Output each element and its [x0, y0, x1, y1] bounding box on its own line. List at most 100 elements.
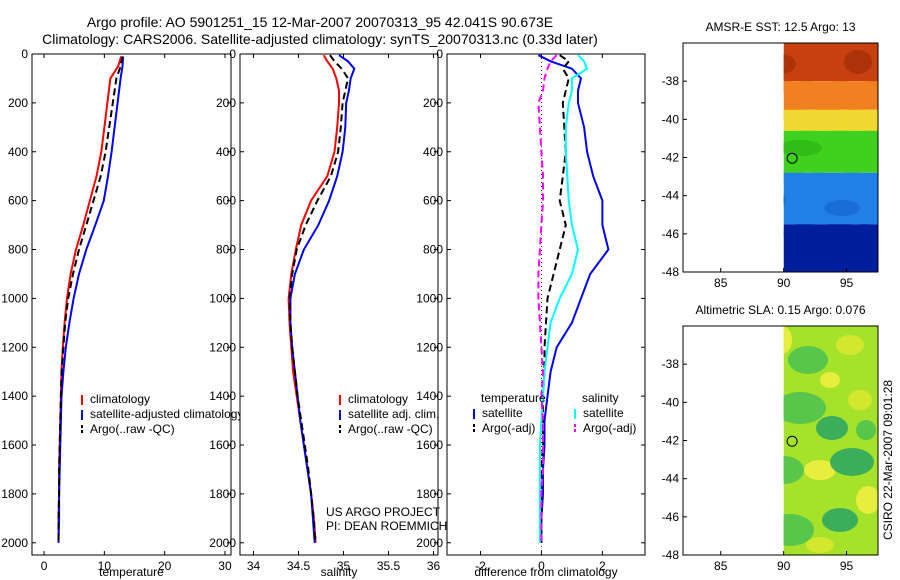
difference-ytick-label: 600 — [423, 194, 443, 208]
salinity-ytick-label: 2000 — [209, 536, 236, 550]
sst-xtick-label: 85 — [714, 276, 728, 290]
temperature-ytick-label: 1400 — [1, 389, 28, 403]
salinity-legend-label: Argo(..raw -QC) — [348, 422, 433, 436]
sla-ytick-label: -46 — [662, 510, 680, 524]
sla-ytick-label: -40 — [662, 395, 680, 409]
credit-stamp: CSIRO 22-Mar-2007 09:01:28 — [881, 379, 895, 541]
salinity-ytick-label: 200 — [216, 96, 236, 110]
difference-legend-header: salinity — [582, 391, 619, 405]
temperature-ytick-label: 0 — [21, 47, 28, 61]
sla-xtick-label: 95 — [840, 559, 854, 573]
difference-legend-label: satellite — [482, 406, 523, 420]
sla-blob — [830, 448, 874, 476]
sla-xtick-label: 85 — [714, 559, 728, 573]
sst-ytick-label: -42 — [662, 151, 680, 165]
temperature-ytick-label: 1200 — [1, 340, 28, 354]
difference-ytick-label: 1800 — [416, 487, 443, 501]
salinity-xtick-label: 35 — [337, 559, 351, 573]
sla-xtick-label: 90 — [777, 559, 791, 573]
temperature-legend-label: satellite-adjusted climatology — [90, 407, 243, 421]
salinity-xlabel: salinity — [321, 565, 358, 579]
temperature-ytick-label: 600 — [8, 194, 28, 208]
temperature-ytick-label: 1000 — [1, 291, 28, 305]
temperature-ytick-label: 1600 — [1, 438, 28, 452]
salinity-ytick-label: 1400 — [209, 389, 236, 403]
sla-blob — [848, 390, 872, 410]
difference-ytick-label: 200 — [423, 96, 443, 110]
salinity-ytick-label: 0 — [229, 47, 236, 61]
sla-data-layer — [783, 326, 878, 555]
sla-map-title: Altimetric SLA: 0.15 Argo: 0.076 — [695, 303, 865, 317]
sst-ytick-label: -38 — [662, 74, 680, 88]
temperature-panel: 0 200 400 600 800 1000 1200 1400 1600 1800 2000 0 10… — [1, 47, 243, 579]
temperature-ytick-label: 400 — [8, 145, 28, 159]
difference-series-2 — [538, 54, 589, 543]
sla-blob — [836, 335, 864, 355]
sst-ytick-label: -44 — [662, 189, 680, 203]
sst-ytick-label: -46 — [662, 227, 680, 241]
sst-argo-marker — [786, 152, 798, 164]
difference-series-0 — [537, 54, 610, 543]
sst-xtick-label: 90 — [777, 276, 791, 290]
temperature-legend-label: climatology — [90, 392, 150, 406]
salinity-axes-box — [239, 53, 439, 556]
sst-patch — [844, 50, 872, 74]
difference-xlabel: difference from climatology — [474, 565, 617, 579]
salinity-legend-label: climatology — [348, 392, 408, 406]
salinity-xtick-label: 34 — [247, 559, 261, 573]
salinity-ytick-label: 1000 — [209, 291, 236, 305]
difference-ytick-label: 2000 — [416, 536, 443, 550]
sst-ytick-label: -48 — [662, 265, 680, 279]
temperature-ytick-label: 800 — [8, 243, 28, 257]
difference-ytick-label: 800 — [423, 243, 443, 257]
temperature-legend-label: Argo(..raw -QC) — [90, 422, 175, 436]
temperature-xtick-label: 10 — [98, 559, 112, 573]
sla-blob — [783, 326, 792, 354]
salinity-series-2 — [288, 54, 350, 543]
sst-map-title: AMSR-E SST: 12.5 Argo: 13 — [705, 20, 855, 34]
sst-band-edge — [783, 265, 878, 272]
difference-legend-label: satellite — [583, 406, 624, 420]
difference-ytick-label: 0 — [436, 47, 443, 61]
salinity-xtick-label: 34.5 — [287, 559, 311, 573]
salinity-ytick-label: 1800 — [209, 487, 236, 501]
difference-panel: 0 200 400 600 800 1000 1200 1400 1600 1800 2000 -2 0… — [416, 47, 646, 579]
difference-ytick-label: 1400 — [416, 389, 443, 403]
salinity-xtick-label: 35.5 — [377, 559, 401, 573]
temperature-ytick-label: 2000 — [1, 536, 28, 550]
sla-blob — [856, 486, 878, 514]
sst-ytick-label: -40 — [662, 112, 680, 126]
sla-ytick-label: -38 — [662, 357, 680, 371]
figure-title-line-2: Climatology: CARS2006. Satellite-adjuste… — [42, 31, 598, 47]
temperature-xtick-label: 20 — [158, 559, 172, 573]
sla-blob — [783, 514, 814, 546]
sla-blob — [788, 346, 828, 374]
temperature-xlabel: temperature — [99, 565, 164, 579]
sla-blob — [820, 372, 840, 388]
sla-blob — [783, 392, 826, 424]
salinity-ytick-label: 1200 — [209, 340, 236, 354]
sla-blob — [804, 460, 836, 480]
sst-patch — [783, 140, 822, 156]
salinity-ytick-label: 600 — [216, 194, 236, 208]
salinity-ytick-label: 800 — [216, 243, 236, 257]
temperature-axes-box — [31, 53, 232, 556]
sla-ytick-label: -44 — [662, 472, 680, 486]
sla-blob — [822, 508, 858, 532]
sst-map-panel: -38 -40 -42 -44 -46 -48 85 90 95 AMSR-E SST: 12.5… — [662, 20, 879, 290]
difference-ytick-label: 400 — [423, 145, 443, 159]
sla-ytick-label: -48 — [662, 548, 680, 562]
temperature-ytick-label: 200 — [8, 96, 28, 110]
sst-xtick-label: 95 — [840, 276, 854, 290]
difference-xtick-label: -2 — [475, 559, 486, 573]
difference-xtick-label: 0 — [538, 559, 545, 573]
figure-title-line-1: Argo profile: AO 5901251_15 12-Mar-2007 … — [86, 14, 554, 30]
salinity-ytick-label: 1600 — [209, 438, 236, 452]
sst-band — [783, 109, 878, 131]
sla-blob — [806, 537, 834, 553]
difference-ytick-label: 1600 — [416, 438, 443, 452]
difference-xtick-label: 2 — [599, 559, 606, 573]
sst-patch — [783, 195, 786, 205]
